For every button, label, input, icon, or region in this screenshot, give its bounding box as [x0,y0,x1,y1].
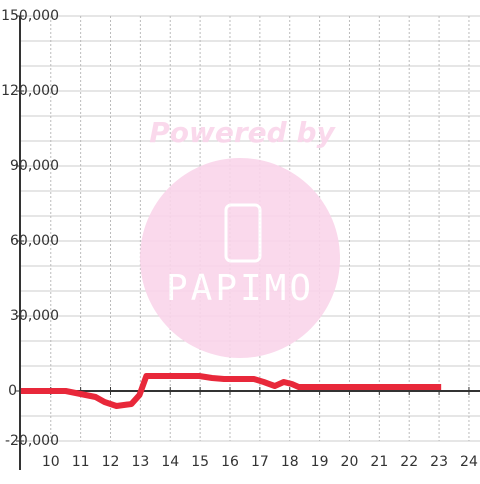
y-tick-label: 60,000 [10,233,59,249]
y-tick-label: 30,000 [10,308,59,324]
x-tick-label: 17 [251,454,269,470]
x-tick-label: 20 [341,454,359,470]
x-tick-label: 23 [430,454,448,470]
x-tick-label: 13 [131,454,149,470]
x-tick-label: 24 [460,454,478,470]
y-tick-label: 150,000 [1,8,59,24]
x-tick-label: 16 [221,454,239,470]
watermark: Powered by PAPIMO [140,116,340,358]
x-tick-label: 21 [370,454,388,470]
x-tick-label: 11 [72,454,90,470]
x-tick-label: 18 [281,454,299,470]
x-tick-label: 19 [311,454,329,470]
x-tick-label: 22 [400,454,418,470]
watermark-logo: PAPIMO [166,268,314,309]
x-tick-label: 12 [102,454,120,470]
y-tick-label: 90,000 [10,158,59,174]
y-tick-label: 0 [8,383,17,399]
watermark-text: Powered by [149,116,336,149]
data-line [20,373,442,409]
plot: -20,000 0 30,000 60,000 90,000 120,000 150,000… [1,8,478,470]
watermark-circle [140,158,340,358]
y-tick-label: 120,000 [1,83,59,99]
y-tick-label: -20,000 [5,433,59,449]
x-tick-label: 15 [191,454,209,470]
phone-icon [224,203,262,263]
x-tick-label: 14 [161,454,179,470]
x-tick-label: 10 [42,454,60,470]
